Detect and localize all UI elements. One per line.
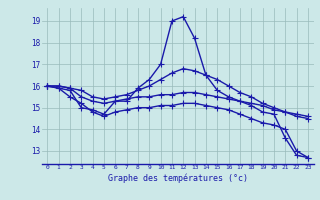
X-axis label: Graphe des températures (°c): Graphe des températures (°c) [108,173,248,183]
